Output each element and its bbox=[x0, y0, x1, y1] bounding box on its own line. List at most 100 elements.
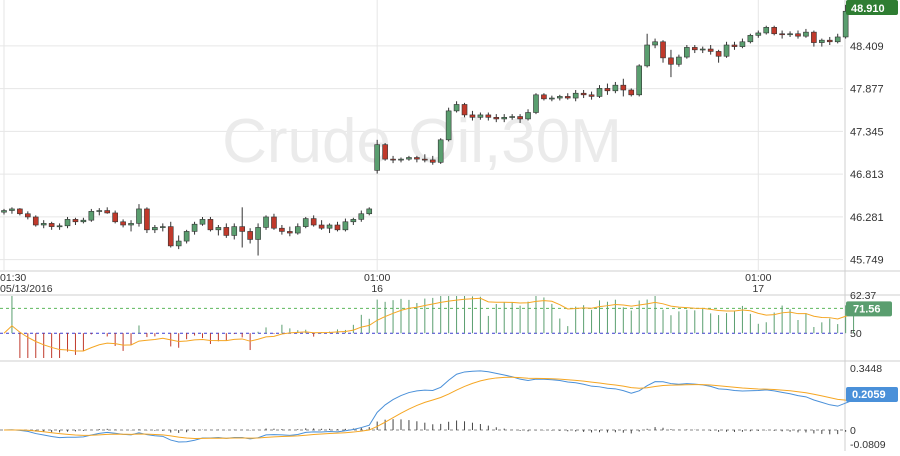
candle-body bbox=[287, 231, 293, 234]
candle bbox=[40, 220, 47, 229]
candle bbox=[834, 33, 841, 44]
candle-body bbox=[834, 36, 841, 43]
rsi-tick-label: 62.37 bbox=[850, 290, 876, 302]
candle bbox=[1, 208, 7, 215]
last-price-label: 48.910 bbox=[851, 3, 885, 15]
candle bbox=[699, 46, 706, 54]
candle bbox=[167, 221, 174, 248]
rsi-tick-label: 50 bbox=[850, 328, 862, 340]
candle-body bbox=[207, 219, 214, 231]
candle-body bbox=[263, 216, 269, 228]
candle bbox=[48, 221, 55, 230]
price-tick-label: 46.281 bbox=[850, 212, 884, 224]
candle-body bbox=[763, 27, 770, 34]
candle bbox=[152, 225, 158, 234]
candle bbox=[819, 38, 825, 47]
price-axis: 48.409 47.877 47.345 46.813 46.281 45.749 48.9… bbox=[846, 0, 898, 267]
candle-body bbox=[56, 225, 63, 228]
rsi-signal-line bbox=[3, 297, 854, 352]
candle-body bbox=[382, 144, 388, 160]
candle-body bbox=[302, 218, 309, 227]
candle bbox=[596, 85, 603, 99]
candle bbox=[525, 109, 531, 121]
candle bbox=[104, 207, 111, 214]
candle bbox=[707, 45, 714, 55]
candle bbox=[644, 33, 650, 68]
candle bbox=[310, 215, 317, 227]
candle-body bbox=[40, 223, 47, 226]
time-label: 01:00 bbox=[364, 272, 390, 284]
candle bbox=[453, 101, 460, 113]
candle bbox=[17, 208, 23, 216]
rsi-panel: 62.37 50 71.56 bbox=[0, 290, 892, 358]
candle bbox=[223, 223, 230, 238]
candle bbox=[549, 95, 555, 102]
candle-body bbox=[255, 227, 261, 240]
candle-body bbox=[612, 84, 619, 92]
candle bbox=[374, 139, 380, 174]
candle bbox=[96, 208, 103, 216]
candle bbox=[477, 112, 484, 120]
candle bbox=[302, 216, 309, 229]
candle bbox=[612, 81, 619, 94]
price-tick-label: 48.409 bbox=[850, 41, 884, 53]
candle-body bbox=[422, 158, 428, 161]
candle bbox=[263, 215, 269, 230]
candle bbox=[144, 207, 150, 234]
candle bbox=[334, 221, 341, 232]
candle-body bbox=[652, 41, 658, 46]
price-tick-label: 47.877 bbox=[850, 84, 884, 96]
candle bbox=[175, 235, 182, 250]
candle-body bbox=[310, 218, 317, 226]
candle bbox=[668, 49, 674, 78]
candle-body bbox=[691, 47, 698, 51]
candle-body bbox=[9, 208, 15, 211]
candle-body bbox=[644, 44, 650, 67]
candle-body bbox=[318, 224, 325, 229]
candle-body bbox=[144, 208, 150, 231]
candle bbox=[350, 217, 357, 225]
candle-body bbox=[501, 117, 508, 120]
candle-body bbox=[342, 221, 349, 231]
candle-body bbox=[398, 158, 404, 161]
time-label: 01:30 bbox=[0, 272, 26, 284]
candle-body bbox=[461, 104, 468, 116]
candle bbox=[326, 223, 333, 234]
candle-body bbox=[32, 216, 39, 226]
candle bbox=[112, 210, 118, 224]
candle-body bbox=[826, 39, 833, 43]
candle-body bbox=[112, 212, 118, 223]
candle-body bbox=[628, 89, 635, 96]
candle bbox=[120, 219, 126, 228]
candle bbox=[771, 25, 777, 36]
candle bbox=[88, 208, 95, 222]
candle-body bbox=[588, 94, 595, 97]
candle-body bbox=[596, 88, 603, 97]
price-tick-label: 47.345 bbox=[850, 126, 884, 138]
candle bbox=[676, 54, 682, 67]
candle-body bbox=[414, 157, 420, 160]
candle-body bbox=[152, 227, 158, 231]
candle bbox=[183, 229, 190, 244]
candle-body bbox=[604, 88, 611, 92]
candle-body bbox=[580, 92, 587, 96]
candle bbox=[136, 204, 142, 227]
date-label: 05/13/2016 bbox=[0, 283, 53, 295]
candle bbox=[636, 64, 643, 97]
candle bbox=[287, 226, 293, 237]
price-tick-label: 45.749 bbox=[850, 255, 884, 267]
candle bbox=[493, 114, 500, 123]
candle-body bbox=[358, 213, 365, 220]
candle bbox=[80, 217, 87, 224]
candle-body bbox=[469, 114, 476, 118]
macd-tick-label: -0.0809 bbox=[850, 439, 886, 451]
candle-body bbox=[731, 44, 738, 47]
candle bbox=[271, 213, 277, 230]
candle-body bbox=[509, 116, 515, 118]
candle-body bbox=[676, 56, 682, 65]
macd-tick-label: 0 bbox=[850, 425, 856, 437]
candle bbox=[279, 225, 285, 235]
candle bbox=[64, 216, 71, 229]
